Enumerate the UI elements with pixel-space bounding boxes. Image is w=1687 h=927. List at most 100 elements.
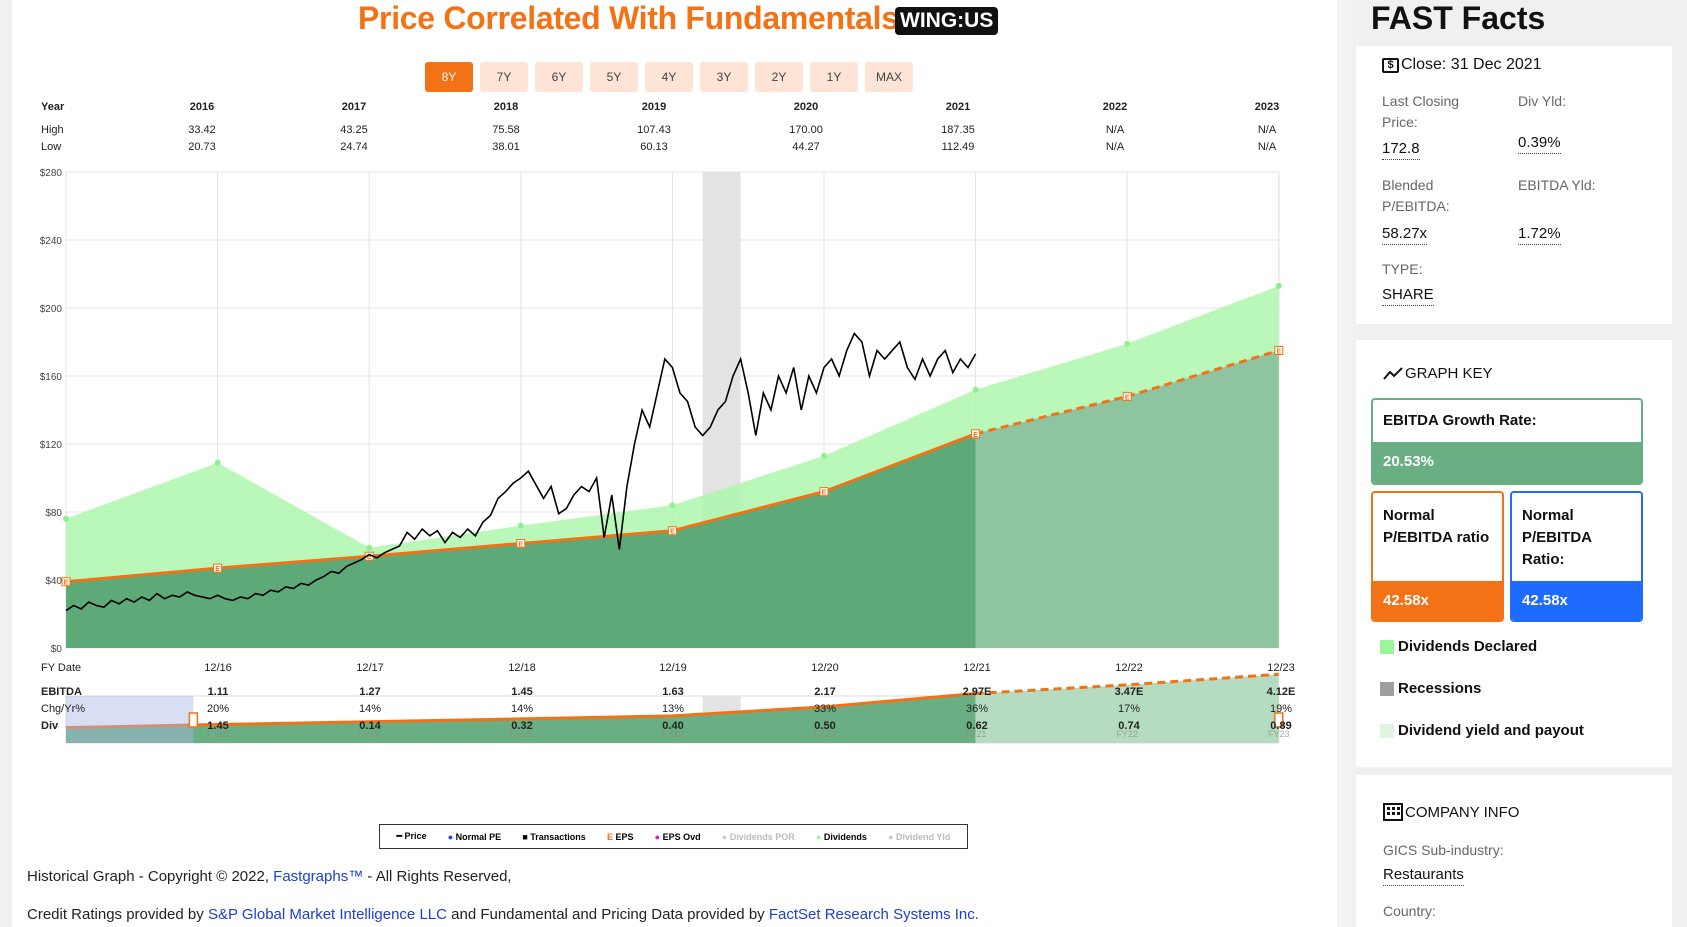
range-button-3y[interactable]: 3Y [700, 62, 748, 92]
ebitda-yld-label: EBITDA Yld: [1518, 177, 1596, 193]
legend-symbol: E [606, 831, 616, 842]
legend-symbol: ● [888, 831, 896, 842]
low-cell: 38.01 [492, 141, 520, 153]
normal-ratio-label-2: Normal P/EBITDA Ratio: [1512, 493, 1641, 581]
eps-marker [213, 563, 223, 573]
ebitda-cell: 1.27 [359, 686, 381, 698]
fy-date-cell: 12/17 [356, 662, 384, 674]
range-button-6y[interactable]: 6Y [535, 62, 583, 92]
range-button-1y[interactable]: 1Y [810, 62, 858, 92]
high-cell: N/A [1105, 124, 1125, 136]
legend-item[interactable]: ● Dividends POR [722, 832, 795, 842]
type-value: SHARE [1382, 285, 1434, 306]
last-closing-value: 172.8 [1382, 139, 1420, 160]
eps-marker [971, 429, 981, 439]
gics-value: Restaurants [1383, 865, 1464, 886]
normal-ratio-label-1: Normal P/EBITDA ratio [1373, 493, 1502, 581]
y-tick-label: $240 [40, 236, 63, 247]
trend-icon [1383, 366, 1403, 380]
eps-marker-label: E [518, 541, 523, 548]
eps-marker-label: E [215, 566, 220, 573]
eps-marker-label: E [973, 432, 978, 439]
navigator-label: FY19 [662, 729, 684, 739]
div-label: Div [41, 720, 59, 732]
legend-label: Dividend Yld [895, 831, 951, 842]
credit-mid: and Fundamental and Pricing Data provide… [446, 906, 769, 923]
ebitda-label: EBITDA [41, 686, 82, 698]
eps-area-forecast [975, 350, 1279, 648]
ebitda-cell: 3.47E [1114, 686, 1144, 698]
legend-symbol: ● [815, 831, 824, 842]
eps-marker [61, 577, 71, 587]
legend-item[interactable]: ━ Price [397, 831, 427, 842]
y-tick-label: $120 [40, 440, 63, 451]
chg-cell: 33% [813, 703, 837, 715]
dividend-point [63, 515, 69, 522]
sp-link[interactable]: S&P Global Market Intelligence LLC [207, 906, 447, 923]
year-cell: 2020 [793, 101, 819, 113]
green-swatch [1380, 639, 1394, 654]
fy-date-cell: 12/19 [659, 662, 687, 674]
normal-ratio-blue-box: Normal P/EBITDA Ratio: 42.58x [1510, 491, 1643, 622]
navigator-label: FY17 [358, 729, 380, 739]
div-cell: 0.40 [662, 720, 684, 732]
blended-label: Blended P/EBITDA: [1382, 177, 1450, 214]
range-button-8y[interactable]: 8Y [425, 62, 473, 92]
factset-link[interactable]: FactSet Research Systems Inc. [768, 906, 979, 923]
fy-date-cell: 12/21 [963, 662, 991, 674]
ebitda-cell: 2.97E [962, 686, 992, 698]
range-button-5y[interactable]: 5Y [590, 62, 638, 92]
legend-symbol: ● [654, 831, 663, 842]
navigator-eps-estimate-line [975, 672, 1279, 695]
div-cell: 0.50 [814, 720, 836, 732]
fast-facts-title: FAST Facts [1371, 0, 1546, 36]
ticker-badge: WING:US [895, 7, 999, 35]
range-button-4y[interactable]: 4Y [645, 62, 693, 92]
legend-item[interactable]: ■ Transactions [522, 832, 585, 842]
company-info-header: COMPANY INFO [1383, 803, 1519, 821]
legend-item[interactable]: ● EPS Ovd [655, 832, 701, 842]
div-cell: 0.32 [511, 720, 533, 732]
y-tick-label: $80 [45, 508, 62, 519]
range-button-2y[interactable]: 2Y [755, 62, 803, 92]
graph-key-title: GRAPH KEY [1405, 365, 1493, 382]
range-button-max[interactable]: MAX [865, 62, 913, 92]
key-dividend-yield: Dividend yield and payout [1380, 722, 1584, 739]
legend-item[interactable]: E EPS [607, 832, 634, 842]
range-button-7y[interactable]: 7Y [480, 62, 528, 92]
normal-ratio-value-1: 42.58x [1373, 581, 1502, 620]
high-cell: 187.35 [941, 124, 975, 136]
legend-symbol: ● [721, 831, 730, 842]
y-tick-label: $280 [40, 168, 63, 179]
legend-item[interactable]: ● Normal PE [448, 832, 501, 842]
ebitda-cell: 1.63 [662, 686, 684, 698]
y-tick-label: $0 [51, 644, 63, 655]
low-label: Low [41, 141, 62, 153]
div-cell: 1.45 [207, 720, 229, 732]
eps-marker [1122, 391, 1132, 401]
price-line [65, 332, 977, 612]
navigator-label: FY16 [207, 729, 229, 739]
div-cell: 0.14 [359, 720, 381, 732]
growth-rate-value: 20.53% [1373, 442, 1641, 483]
legend-item[interactable]: ● Dividend Yld [888, 832, 950, 842]
copyright-prefix: Historical Graph - Copyright © 2022, [27, 868, 274, 885]
legend-label: Dividends [823, 831, 867, 842]
ebitda-cell: 2.17 [814, 686, 836, 698]
navigator-handle [188, 712, 199, 728]
eps-marker [819, 487, 829, 497]
chg-cell: 13% [661, 703, 685, 715]
graph-key-header: GRAPH KEY [1383, 365, 1493, 382]
legend-item[interactable]: ● Dividends [816, 832, 867, 842]
credit-line: Credit Ratings provided by S&P Global Ma… [27, 906, 979, 923]
key-recessions: Recessions [1380, 680, 1481, 697]
eps-marker-label: E [822, 490, 827, 497]
ebitda-cell: 4.12E [1266, 686, 1296, 698]
dividend-point [366, 544, 373, 551]
fastgraphs-link[interactable]: Fastgraphs™ [273, 868, 364, 885]
div-cell: 0.74 [1118, 720, 1140, 732]
chg-cell: 17% [1117, 703, 1141, 715]
eps-marker-label: E [1276, 349, 1281, 356]
div-cell: 0.62 [966, 720, 988, 732]
legend-label: EPS [615, 831, 634, 842]
